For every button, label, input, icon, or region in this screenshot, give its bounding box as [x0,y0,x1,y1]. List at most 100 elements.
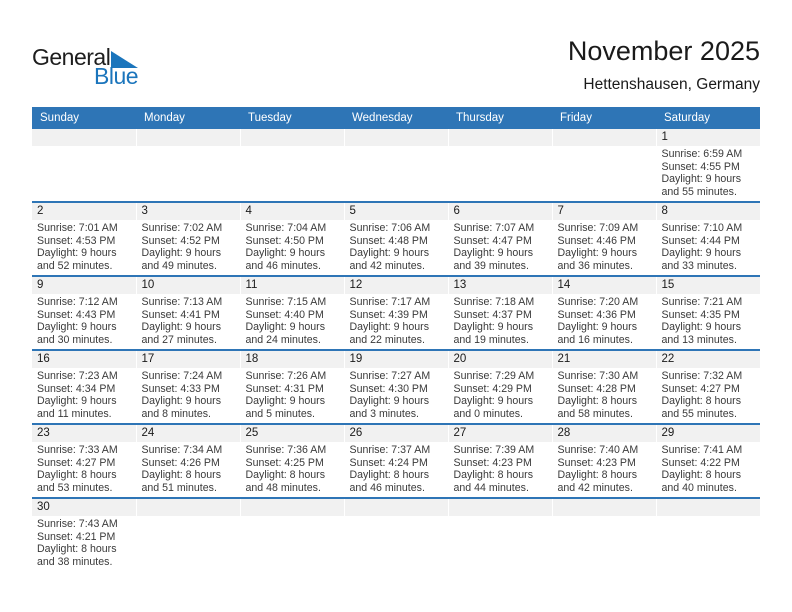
day-number: 4 [240,203,344,220]
day-info: Sunrise: 7:13 AM Sunset: 4:41 PM Daylight:… [137,294,240,349]
day-info: Sunrise: 7:20 AM Sunset: 4:36 PM Daylight:… [553,294,656,349]
day-info-line: Daylight: 9 hours [661,321,742,334]
day-info-line: Sunset: 4:26 PM [141,456,220,469]
day-info-line: Sunset: 4:27 PM [661,382,740,395]
day-info-line: and 52 minutes. [37,259,113,272]
day-cell: 8 Sunrise: 7:10 AM Sunset: 4:44 PM Daylight… [655,201,760,276]
day-cell: 18 Sunrise: 7:26 AM Sunset: 4:31 PM Dayligh… [239,349,344,424]
day-cell: 14 Sunrise: 7:20 AM Sunset: 4:36 PM Dayligh… [551,275,656,350]
day-info: Sunrise: 7:06 AM Sunset: 4:48 PM Daylight:… [345,220,448,275]
day-number: 5 [344,203,448,220]
day-info-line: Sunrise: 7:32 AM [661,370,743,382]
day-info-line: Daylight: 8 hours [245,469,326,482]
day-number: 15 [656,277,760,294]
day-info-line: and 33 minutes. [661,259,737,272]
day-info: Sunrise: 7:34 AM Sunset: 4:26 PM Daylight:… [137,442,240,497]
day-info-line: Daylight: 9 hours [37,247,117,260]
day-info-line: Sunrise: 7:06 AM [349,222,431,234]
day-cell: 3 Sunrise: 7:02 AM Sunset: 4:52 PM Daylight… [135,201,240,276]
day-info-line: Daylight: 8 hours [453,469,534,482]
day-number: 28 [552,425,656,442]
day-info: Sunrise: 7:36 AM Sunset: 4:25 PM Daylight:… [241,442,344,497]
day-info-line: and 42 minutes. [349,259,425,272]
day-cell: 27 Sunrise: 7:39 AM Sunset: 4:23 PM Dayligh… [447,423,552,498]
week-row: 23 Sunrise: 7:33 AM Sunset: 4:27 PM Dayligh… [32,423,761,498]
day-info: Sunrise: 7:24 AM Sunset: 4:33 PM Daylight:… [137,368,240,423]
day-info-line: Sunset: 4:23 PM [453,456,532,469]
page-title: November 2025 [567,36,760,66]
day-number: 13 [448,277,552,294]
day-info-line: Sunset: 4:37 PM [453,308,532,321]
day-cell: 7 Sunrise: 7:09 AM Sunset: 4:46 PM Daylight… [551,201,656,276]
general-blue-logo: General Blue [32,46,139,88]
day-number: 30 [32,499,136,516]
day-number: 20 [448,351,552,368]
day-info-line: and 55 minutes. [661,185,737,198]
day-number [136,499,240,516]
day-info [241,516,344,571]
day-info-line: Sunset: 4:28 PM [557,382,636,395]
day-info-line: Sunrise: 7:02 AM [141,222,223,234]
day-info-line: Sunset: 4:22 PM [661,456,740,469]
day-info [657,516,761,571]
day-info: Sunrise: 7:04 AM Sunset: 4:50 PM Daylight:… [241,220,344,275]
day-number [344,499,448,516]
day-number: 3 [136,203,240,220]
day-info-line: Sunrise: 7:17 AM [349,296,431,308]
day-info: Sunrise: 7:30 AM Sunset: 4:28 PM Daylight:… [553,368,656,423]
day-info-line: Sunrise: 7:10 AM [661,222,743,234]
day-info-line: Sunrise: 7:21 AM [661,296,743,308]
day-cell: 24 Sunrise: 7:34 AM Sunset: 4:26 PM Dayligh… [135,423,240,498]
day-number [240,499,344,516]
day-info: Sunrise: 7:40 AM Sunset: 4:23 PM Daylight:… [553,442,656,497]
day-cell: 12 Sunrise: 7:17 AM Sunset: 4:39 PM Dayligh… [343,275,448,350]
day-info-line: and 49 minutes. [141,259,217,272]
day-number [448,129,552,146]
day-number: 21 [552,351,656,368]
day-cell: 5 Sunrise: 7:06 AM Sunset: 4:48 PM Daylight… [343,201,448,276]
day-cell: 28 Sunrise: 7:40 AM Sunset: 4:23 PM Dayligh… [551,423,656,498]
week-row: 2 Sunrise: 7:01 AM Sunset: 4:53 PM Daylight… [32,201,760,276]
day-info-line: Daylight: 9 hours [245,247,326,260]
day-info-line: Sunrise: 6:59 AM [661,148,743,160]
day-info [553,516,656,571]
day-info-line: Sunrise: 7:07 AM [453,222,535,234]
day-info: Sunrise: 7:39 AM Sunset: 4:23 PM Daylight:… [449,442,552,497]
day-info-line: Daylight: 9 hours [141,247,222,260]
week-row: 1 Sunrise: 6:59 AM Sunset: 4:55 PM Daylight… [32,129,760,202]
day-cell: 21 Sunrise: 7:30 AM Sunset: 4:28 PM Dayligh… [551,349,656,424]
day-info: Sunrise: 7:26 AM Sunset: 4:31 PM Daylight:… [241,368,344,423]
day-info-line: Daylight: 8 hours [141,469,222,482]
day-info-line: and 39 minutes. [453,259,529,272]
day-info [137,516,240,571]
day-info-line: Sunset: 4:48 PM [349,234,428,247]
day-info-line: Daylight: 9 hours [453,395,534,408]
day-info-line: Sunrise: 7:13 AM [141,296,223,308]
day-info-line: Daylight: 9 hours [141,321,222,334]
day-number: 1 [656,129,760,146]
day-info: Sunrise: 7:23 AM Sunset: 4:34 PM Daylight:… [32,368,136,423]
day-info [241,146,344,201]
day-info-line: and 55 minutes. [661,407,737,420]
day-info-line: Sunset: 4:39 PM [349,308,428,321]
day-info-line: Sunset: 4:23 PM [557,456,636,469]
day-info-line: Sunrise: 7:20 AM [557,296,639,308]
day-info-line: Sunrise: 7:09 AM [557,222,639,234]
weekday-header: Wednesday [344,107,448,129]
day-info-line: and 53 minutes. [37,481,113,494]
day-number: 9 [32,277,136,294]
day-info-line: Daylight: 9 hours [557,247,638,260]
day-info-line: Sunset: 4:25 PM [245,456,324,469]
day-info-line: Sunset: 4:36 PM [557,308,636,321]
day-number: 18 [240,351,344,368]
day-info-line: Sunset: 4:55 PM [661,160,740,173]
day-info-line: Daylight: 9 hours [349,247,430,260]
calendar-table: Sunday Monday Tuesday Wednesday Thursday Frid… [32,107,760,571]
day-info-line: Sunset: 4:47 PM [453,234,532,247]
day-cell: 11 Sunrise: 7:15 AM Sunset: 4:40 PM Dayligh… [239,275,344,350]
day-info-line: and 36 minutes. [557,259,633,272]
day-info-line: Sunrise: 7:26 AM [245,370,327,382]
day-number [552,129,656,146]
empty-day-cell [135,129,240,202]
day-info: Sunrise: 7:41 AM Sunset: 4:22 PM Daylight:… [657,442,761,497]
